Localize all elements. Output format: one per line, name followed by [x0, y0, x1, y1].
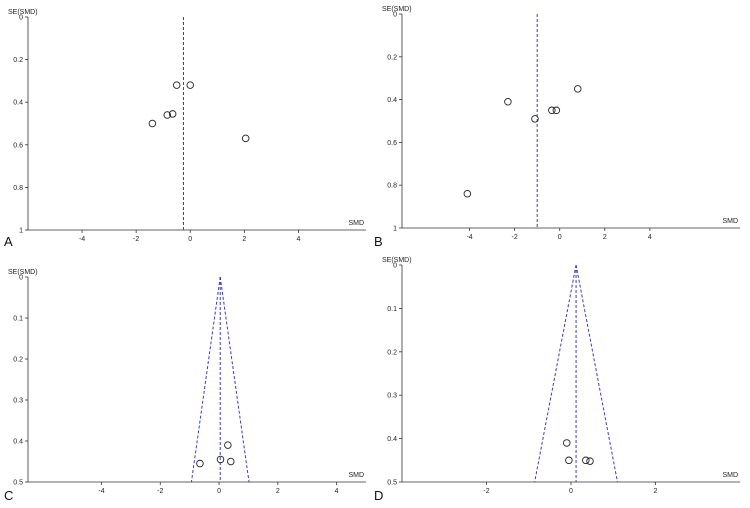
- data-point: [148, 119, 157, 128]
- x-tick-label: 2: [276, 488, 280, 495]
- x-tick-label: -4: [98, 488, 104, 495]
- y-tick-label: 1: [19, 228, 23, 235]
- x-tick-label: -4: [466, 234, 472, 241]
- x-tick-label: 0: [188, 236, 192, 243]
- data-point: [196, 459, 204, 468]
- x-tick-label: 0: [217, 488, 221, 495]
- x-tick-label: -2: [157, 488, 163, 495]
- y-axis-label: SE(SMD): [382, 257, 412, 264]
- data-point: [582, 456, 590, 465]
- data-point: [531, 115, 539, 123]
- panel-label: D: [374, 488, 383, 503]
- data-point: [548, 106, 556, 115]
- y-tick-label: 0.2: [387, 349, 397, 356]
- y-tick-label: 0.6: [387, 140, 397, 147]
- y-tick-label: 0.5: [13, 480, 23, 487]
- y-tick-label: 0: [393, 263, 397, 270]
- panel-b: 0 0.2 0.4 0.6 0.8 1 -4 -2 0 2 4 SE(SMD) SMD B: [374, 6, 740, 249]
- data-point: [224, 441, 232, 449]
- y-tick-label: 0: [19, 15, 23, 22]
- x-tick-label: -2: [512, 234, 518, 241]
- y-tick-label: 0: [19, 275, 23, 282]
- y-tick-label: 0.4: [387, 97, 397, 104]
- panel-c: 0 0.1 0.2 0.3 0.4 0.5 -4 -2 0 2 4 SE(SMD) SMD C: [4, 269, 366, 503]
- x-tick-label: 2: [603, 234, 607, 241]
- x-tick-label: -4: [79, 236, 85, 243]
- data-point: [552, 106, 561, 115]
- x-tick-label: 0: [569, 488, 573, 495]
- x-tick-label: -2: [483, 488, 489, 495]
- x-tick-label: 2: [242, 236, 246, 243]
- y-tick-label: 0.4: [13, 100, 23, 107]
- data-point: [186, 81, 194, 89]
- x-axis-label: SMD: [722, 472, 738, 479]
- x-axis-label: SMD: [348, 472, 364, 479]
- funnel-left-line: [190, 276, 221, 483]
- data-point: [574, 85, 582, 93]
- data-point: [216, 455, 225, 464]
- panel-a: 0 0.2 0.4 0.6 0.8 1 -4 -2 0 2 4 SE(SMD) SMD A: [4, 9, 366, 249]
- x-tick-label: 2: [654, 488, 658, 495]
- data-point: [504, 97, 512, 106]
- x-tick-label: 4: [335, 488, 339, 495]
- data-point: [563, 439, 571, 447]
- panel-label: C: [4, 488, 13, 503]
- y-tick-label: 0.3: [13, 398, 23, 405]
- y-tick-label: 0.4: [387, 436, 397, 443]
- data-point: [463, 190, 472, 198]
- data-point: [168, 110, 177, 118]
- y-tick-label: 0.8: [387, 183, 397, 190]
- data-point: [586, 457, 594, 465]
- y-tick-label: 0.1: [387, 306, 397, 313]
- y-tick-label: 0.5: [387, 480, 397, 487]
- y-tick-label: 0.3: [387, 393, 397, 400]
- y-tick-label: 1: [393, 226, 397, 233]
- y-tick-label: 0.4: [13, 439, 23, 446]
- x-tick-label: 0: [558, 234, 562, 241]
- y-axis-label: SE(SMD): [8, 269, 38, 276]
- x-axis-label: SMD: [722, 218, 738, 225]
- data-point: [241, 134, 250, 143]
- x-tick-label: 4: [648, 234, 652, 241]
- y-tick-label: 0.1: [13, 316, 23, 323]
- panel-label: A: [4, 234, 13, 249]
- data-point: [163, 111, 172, 119]
- data-point: [172, 81, 181, 89]
- data-point: [227, 457, 235, 466]
- panel-label: B: [374, 234, 383, 249]
- x-tick-label: 4: [296, 236, 300, 243]
- y-tick-label: 0.2: [13, 357, 23, 364]
- y-axis-label: SE(SMD): [8, 9, 38, 16]
- data-point: [565, 456, 573, 465]
- panel-d: 0 0.1 0.2 0.3 0.4 0.5 -2 0 2 SE(SMD) SMD D: [374, 257, 740, 503]
- y-tick-label: 0: [393, 12, 397, 19]
- y-tick-label: 0.6: [13, 142, 23, 149]
- y-tick-label: 0.2: [13, 57, 23, 64]
- y-tick-label: 0.8: [13, 185, 23, 192]
- funnel-right-line: [575, 264, 618, 483]
- x-tick-label: -2: [133, 236, 139, 243]
- funnel-left-line: [534, 264, 577, 483]
- funnel-right-line: [219, 276, 250, 483]
- x-axis-label: SMD: [348, 220, 364, 227]
- y-tick-label: 0.2: [387, 54, 397, 61]
- y-axis-label: SE(SMD): [382, 6, 412, 13]
